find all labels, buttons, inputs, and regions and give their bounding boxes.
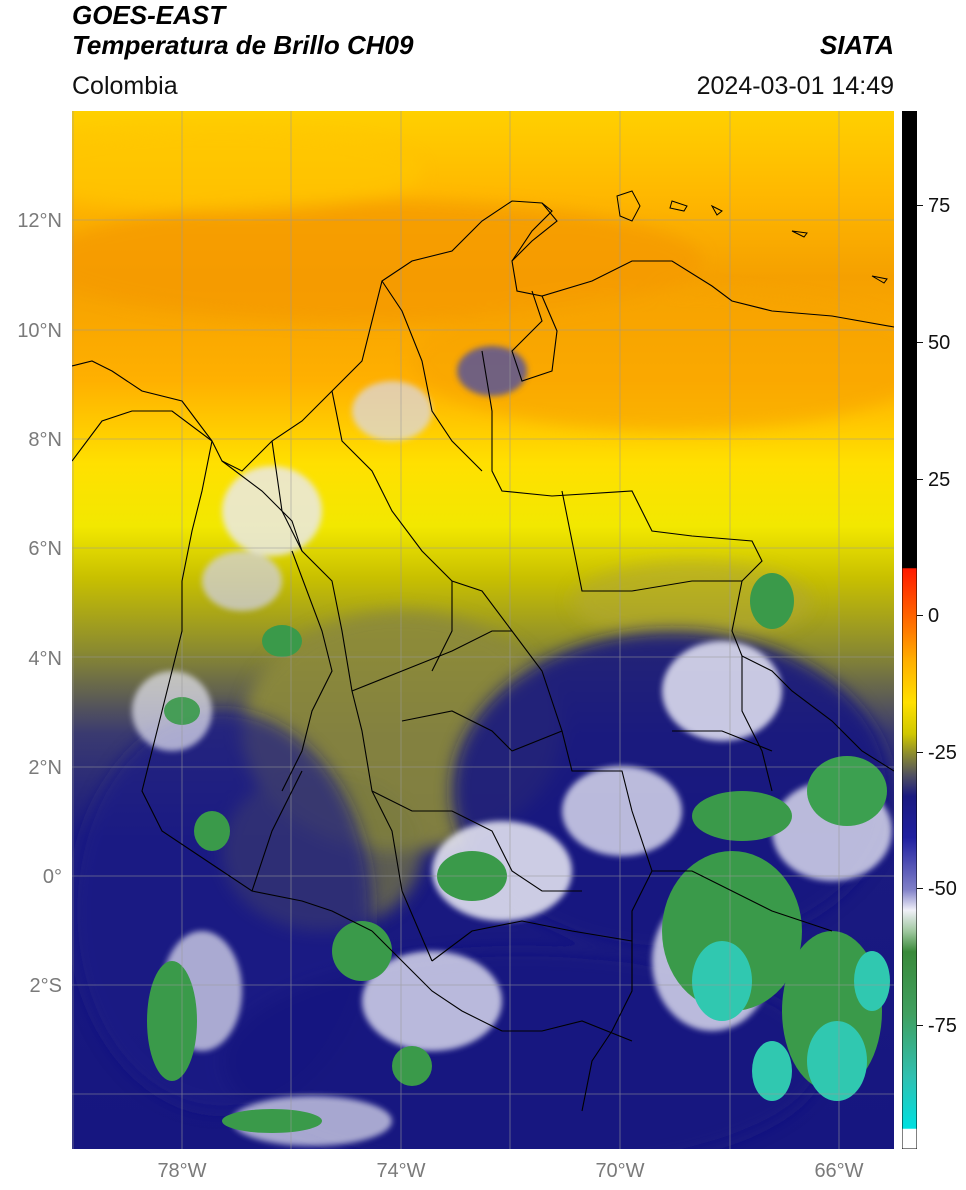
cbar-tick-75 [917, 205, 923, 206]
title-block: GOES-EAST Temperatura de Brillo CH09 Col… [72, 0, 413, 102]
satellite-map[interactable] [72, 111, 894, 1149]
cbar-tick-m50 [917, 888, 923, 889]
lon-tick-74w: 74°W [376, 1160, 426, 1182]
lat-tick-4n: 4°N [28, 648, 62, 670]
agency-label: SIATA [819, 30, 894, 60]
cbar-label-25: 25 [928, 469, 951, 491]
cbar-tick-50 [917, 342, 923, 343]
cbar-tick-m25 [917, 752, 923, 753]
region-label: Colombia [72, 72, 178, 100]
cbar-label-50: 50 [928, 332, 951, 354]
lon-tick-70w: 70°W [595, 1160, 645, 1182]
right-header: SIATA 2024-03-01 14:49 [574, 0, 894, 102]
map-svg [72, 111, 894, 1149]
lat-tick-8n: 8°N [28, 429, 62, 451]
lon-tick-66w: 66°W [814, 1160, 864, 1182]
lat-tick-10n: 10°N [17, 320, 62, 342]
cbar-tick-0 [917, 615, 923, 616]
colorbar [902, 111, 917, 1149]
cbar-label-m25: -25 [928, 742, 957, 764]
lat-tick-12n: 12°N [17, 210, 62, 232]
islands [616, 190, 888, 284]
cbar-label-m75: -75 [928, 1015, 957, 1037]
datetime-label: 2024-03-01 14:49 [696, 72, 894, 100]
lon-tick-78w: 78°W [157, 1160, 207, 1182]
cbar-label-75: 75 [928, 195, 951, 217]
lat-tick-0: 0° [42, 866, 62, 888]
lat-tick-6n: 6°N [28, 538, 62, 560]
cold-cloud-tops [147, 573, 890, 1133]
lat-tick-2s: 2°S [29, 975, 62, 997]
lat-tick-2n: 2°N [28, 757, 62, 779]
cbar-label-m50: -50 [928, 878, 957, 900]
product-title: Temperatura de Brillo CH09 [72, 30, 414, 60]
satellite-name: GOES-EAST [72, 0, 226, 30]
boundaries [72, 200, 894, 1112]
cbar-label-0: 0 [928, 605, 940, 627]
cbar-tick-m75 [917, 1025, 923, 1026]
cbar-tick-25 [917, 479, 923, 480]
